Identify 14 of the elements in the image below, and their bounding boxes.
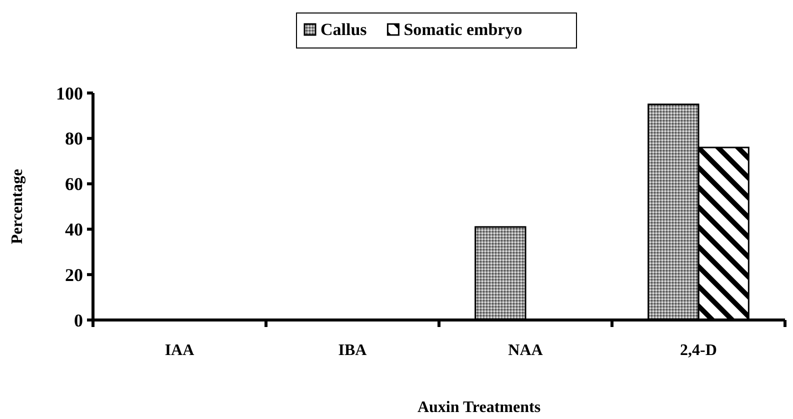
legend-label: Somatic embryo [404,20,522,39]
x-tick-label: IAA [164,342,195,359]
y-axis-title: Percentage [9,168,26,244]
y-tick-label: 100 [56,83,83,104]
y-tick-label: 0 [74,310,83,330]
y-tick-label: 80 [65,128,83,149]
x-tick-label: 2,4-D [680,342,717,359]
x-tick-label: IBA [338,342,368,359]
y-tick-label: 60 [65,174,83,194]
x-tick-label: NAA [508,342,544,359]
x-axis-title: Auxin Treatments [417,399,541,416]
legend-label: Callus [320,20,368,39]
y-tick-label: 40 [65,220,83,240]
y-tick-label: 20 [65,264,83,285]
